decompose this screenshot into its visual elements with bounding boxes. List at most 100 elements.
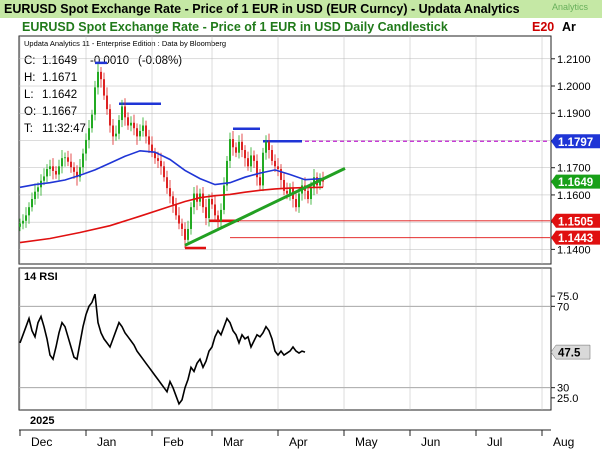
- candle: [253, 150, 255, 168]
- candle-body: [208, 199, 210, 219]
- candle: [172, 191, 174, 213]
- price-tag-label: 1.1443: [558, 233, 593, 245]
- candle-body: [283, 179, 285, 191]
- ma-slow-line: [19, 186, 324, 244]
- candle: [244, 145, 246, 167]
- candle-body: [181, 223, 183, 229]
- candle-body: [19, 223, 21, 227]
- candle: [88, 120, 90, 149]
- candle-body: [154, 152, 156, 159]
- candle: [127, 112, 129, 130]
- candle-body: [28, 207, 30, 216]
- candle: [241, 133, 243, 158]
- candle-body: [277, 166, 279, 170]
- candle: [307, 185, 309, 204]
- candle-body: [178, 215, 180, 224]
- candle: [220, 203, 222, 230]
- candle-body: [307, 190, 309, 200]
- candle-body: [127, 117, 129, 126]
- candle-body: [73, 167, 75, 172]
- candle-body: [259, 177, 261, 186]
- candle-body: [169, 188, 171, 197]
- candle-body: [94, 87, 96, 115]
- close-label: C:: [24, 55, 36, 67]
- price-tick-label: 1.1600: [557, 190, 591, 202]
- candle: [115, 125, 117, 141]
- price-tick-label: 1.1900: [557, 108, 591, 120]
- month-label: Mar: [223, 435, 244, 449]
- candle-body: [193, 193, 195, 208]
- candle: [217, 210, 219, 228]
- candle-body: [148, 136, 150, 145]
- candle-body: [25, 215, 27, 221]
- rsi-grid: [19, 268, 551, 410]
- price-tag-shape: [551, 230, 600, 245]
- candle-body: [130, 122, 132, 126]
- candle: [154, 147, 156, 164]
- low-value: 1.1642: [42, 89, 77, 101]
- price-tag: 1.1443: [551, 230, 600, 245]
- candle: [37, 182, 39, 199]
- candle-body: [175, 204, 177, 216]
- candle: [277, 158, 279, 177]
- ma-fast-line: [19, 149, 324, 189]
- candle: [25, 207, 27, 228]
- candle-body: [205, 207, 207, 219]
- candle-body: [166, 177, 168, 189]
- rsi-tick-label: 30: [557, 383, 569, 395]
- month-label: Dec: [31, 435, 52, 449]
- candle: [226, 155, 228, 192]
- candle: [61, 150, 63, 174]
- month-label: Jan: [97, 435, 116, 449]
- candle: [268, 133, 270, 159]
- chart-subtitle: EURUSD Spot Exchange Rate - Price of 1 E…: [22, 20, 448, 34]
- candle: [148, 129, 150, 153]
- candle: [214, 196, 216, 222]
- candle: [298, 188, 300, 213]
- candle: [46, 164, 48, 183]
- price-tag-shape: [551, 213, 600, 228]
- candle-body: [229, 139, 231, 161]
- price-tick-label: 1.2100: [557, 54, 591, 66]
- candle-body: [190, 207, 192, 229]
- high-label: H:: [24, 72, 36, 84]
- candle-body: [319, 179, 321, 186]
- window-title: EURUSD Spot Exchange Rate - Price of 1 E…: [4, 2, 520, 16]
- candle: [58, 159, 60, 181]
- candle-body: [247, 158, 249, 167]
- candle: [64, 152, 66, 167]
- candle: [100, 66, 102, 88]
- candle-body: [256, 160, 258, 178]
- candle: [208, 194, 210, 227]
- month-label: Apr: [289, 435, 308, 449]
- candle-body: [70, 161, 72, 168]
- candle: [22, 214, 24, 230]
- candle: [250, 147, 252, 173]
- candle: [82, 148, 84, 173]
- close-change: -0.0010: [90, 55, 129, 67]
- axis-label: Ar: [562, 20, 576, 34]
- candle-body: [232, 139, 234, 148]
- candle: [91, 109, 93, 133]
- candle: [289, 183, 291, 201]
- candle: [109, 104, 111, 133]
- candle-body: [211, 199, 213, 205]
- price-overlay: [184, 167, 346, 247]
- candle: [145, 120, 147, 144]
- rsi-value-tag: 47.5: [550, 344, 591, 360]
- candle-body: [103, 79, 105, 96]
- candle-body: [274, 160, 276, 167]
- candle: [193, 187, 195, 215]
- candle-body: [286, 190, 288, 194]
- price-tick-label: 1.2000: [557, 81, 591, 93]
- candle-body: [22, 220, 24, 224]
- candle: [211, 192, 213, 209]
- candle: [103, 72, 105, 100]
- low-label: L:: [24, 89, 34, 101]
- candle: [262, 147, 264, 192]
- candle-body: [34, 191, 36, 200]
- title-bar: [0, 0, 602, 18]
- candle-body: [109, 109, 111, 126]
- candle: [31, 192, 33, 212]
